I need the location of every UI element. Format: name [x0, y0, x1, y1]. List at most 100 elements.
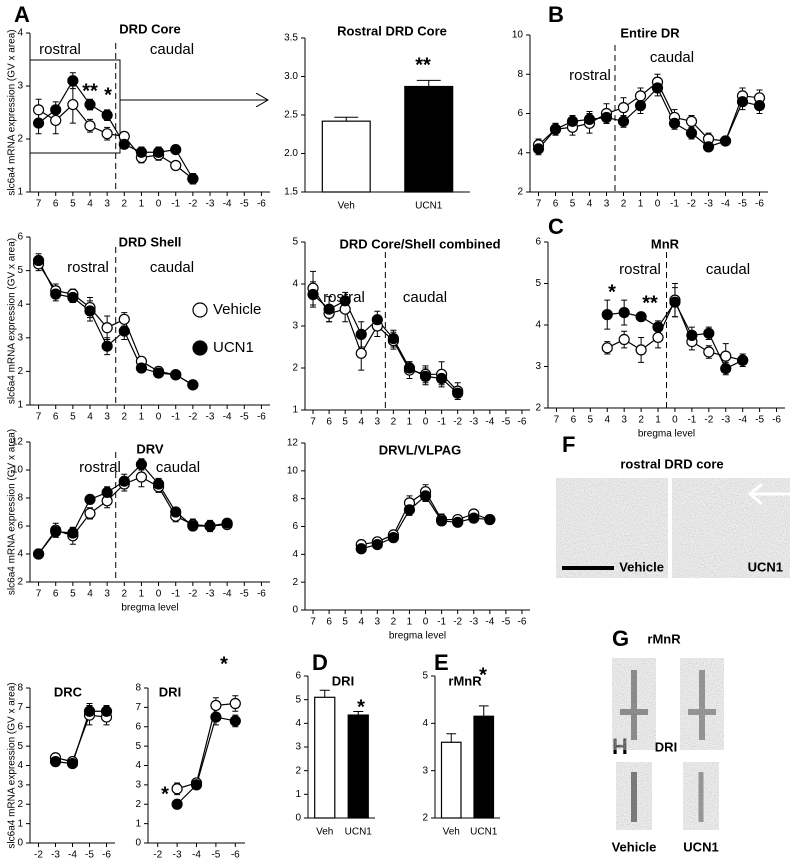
data-point	[32, 254, 45, 267]
y-tick-label: 6	[17, 521, 23, 532]
y-tick-label: 0	[135, 838, 141, 849]
data-point	[84, 305, 96, 317]
y-tick-label: 4	[517, 147, 523, 158]
data-point	[135, 146, 148, 158]
annotation: caudal	[403, 289, 447, 306]
y-tick-label: 7	[17, 702, 23, 713]
data-point	[101, 128, 113, 140]
bar	[314, 696, 336, 819]
x-axis-label: bregma level	[121, 603, 178, 614]
data-point	[210, 699, 222, 712]
series-line	[176, 702, 236, 790]
data-point	[419, 490, 432, 502]
chart-title: DRC	[54, 684, 83, 699]
error-bar	[319, 689, 330, 698]
data-point	[170, 369, 182, 381]
data-point	[101, 322, 113, 334]
x-tick-label: 6	[53, 199, 59, 210]
annotation: caudal	[156, 459, 200, 476]
data-point	[49, 756, 62, 768]
chart-title: Rostral DRD Core	[337, 23, 447, 38]
annotation: *	[608, 281, 616, 303]
y-tick-label: 5	[17, 265, 23, 276]
data-point	[210, 711, 222, 723]
x-tick-label: -1	[171, 199, 180, 210]
data-point	[187, 379, 199, 391]
panel-label: D	[312, 650, 328, 675]
x-tick-label: 7	[310, 417, 316, 428]
y-tick-label: 8	[17, 683, 23, 694]
x-tick-label: 2	[638, 415, 644, 426]
data-point	[468, 512, 480, 524]
x-tick-label: 5	[70, 589, 76, 600]
x-tick-label: 2	[391, 617, 397, 628]
data-point	[229, 697, 241, 710]
data-point	[50, 288, 62, 300]
x-tick-label: 6	[53, 589, 59, 600]
data-point	[436, 372, 448, 385]
chart-title: MnR	[651, 236, 680, 251]
y-tick-label: 10	[512, 30, 524, 41]
annotation: *	[479, 664, 487, 686]
series-line	[38, 79, 194, 180]
x-tick-label: 3	[621, 415, 627, 426]
data-point	[170, 506, 182, 518]
x-tick-label: Veh	[338, 201, 355, 212]
chart-title: DRVL/VLPAG	[379, 442, 462, 457]
y-tick-label: 5	[422, 671, 428, 682]
x-tick-label: 6	[53, 412, 59, 423]
series-line	[312, 294, 459, 394]
data-point	[50, 525, 62, 538]
data-point	[67, 75, 79, 87]
y-axis-label: slc6a4 mRNA expression (GV x area)	[7, 682, 18, 848]
data-point	[651, 82, 664, 94]
y-tick-label: 2.0	[284, 148, 298, 159]
x-tick-label: -6	[257, 199, 266, 210]
x-tick-label: 3	[375, 617, 381, 628]
x-tick-label: 0	[672, 415, 678, 426]
bar	[347, 714, 369, 819]
x-tick-label: UCN1	[345, 827, 373, 838]
y-tick-label: 10	[12, 465, 24, 476]
y-tick-label: 1	[135, 818, 141, 829]
data-point	[436, 515, 448, 527]
panel-label: A	[14, 2, 30, 27]
annotation: rostral	[39, 41, 81, 58]
data-point	[720, 350, 732, 362]
x-tick-label: -6	[257, 589, 266, 600]
x-tick-label: 5	[342, 617, 348, 628]
data-point	[583, 113, 596, 125]
data-point	[685, 115, 698, 127]
y-tick-label: 1	[17, 187, 23, 198]
image-title: rMnR	[647, 631, 681, 646]
panel-label: G	[612, 626, 629, 651]
x-tick-label: -5	[240, 199, 249, 210]
y-tick-label: 4	[17, 299, 23, 310]
y-tick-label: 2	[17, 799, 23, 810]
x-tick-label: 4	[358, 617, 364, 628]
data-point	[355, 347, 367, 359]
data-point	[101, 109, 113, 121]
data-point	[190, 779, 203, 791]
data-point	[118, 313, 130, 325]
bar	[404, 85, 454, 193]
data-point	[532, 143, 545, 155]
x-tick-label: -5	[738, 199, 747, 210]
data-point	[118, 138, 130, 150]
data-point	[83, 705, 96, 717]
data-point	[737, 354, 749, 366]
x-tick-label: 1	[139, 199, 145, 210]
x-tick-label: 7	[310, 617, 316, 628]
y-tick-label: 2.5	[284, 110, 298, 121]
image-label: UCN1	[683, 839, 718, 854]
annotation: rostral	[569, 67, 611, 84]
y-tick-label: 3	[17, 81, 23, 92]
y-tick-label: 1	[295, 789, 301, 800]
data-point	[135, 458, 148, 470]
y-tick-label: 3	[295, 742, 301, 753]
data-point	[84, 507, 96, 520]
x-tick-label: 1	[407, 617, 413, 628]
x-tick-label: -6	[102, 850, 111, 861]
data-point	[753, 100, 766, 112]
